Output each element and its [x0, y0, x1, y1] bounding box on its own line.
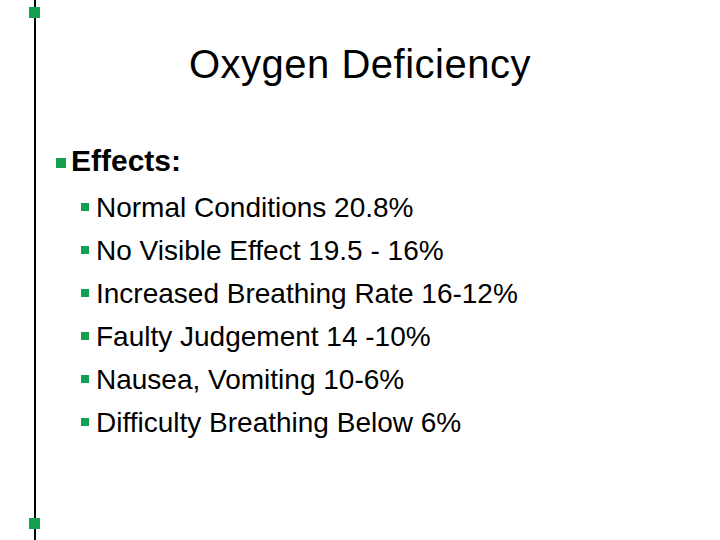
bullet-item: Normal Conditions 20.8% [81, 194, 414, 222]
bullet-item: No Visible Effect 19.5 - 16% [81, 237, 444, 265]
bullet-text: No Visible Effect 19.5 - 16% [96, 237, 444, 265]
bullet-item: Faulty Judgement 14 -10% [81, 323, 431, 351]
bullet-text: Difficulty Breathing Below 6% [96, 409, 461, 437]
square-bullet-icon [81, 289, 89, 297]
effects-heading-label: Effects: [71, 146, 181, 176]
bullet-text: Normal Conditions 20.8% [96, 194, 414, 222]
square-bullet-icon [56, 158, 66, 168]
square-bullet-icon [81, 418, 89, 426]
slide-title: Oxygen Deficiency [40, 44, 680, 84]
accent-square-top-icon [29, 7, 40, 18]
left-accent-line [34, 0, 36, 540]
square-bullet-icon [81, 375, 89, 383]
presentation-slide: Oxygen Deficiency Effects: Normal Condit… [0, 0, 720, 540]
bullet-item: Nausea, Vomiting 10-6% [81, 366, 404, 394]
bullet-item: Increased Breathing Rate 16-12% [81, 280, 518, 308]
square-bullet-icon [81, 246, 89, 254]
bullet-text: Nausea, Vomiting 10-6% [96, 366, 404, 394]
effects-heading-row: Effects: [56, 146, 181, 176]
square-bullet-icon [81, 203, 89, 211]
square-bullet-icon [81, 332, 89, 340]
bullet-item: Difficulty Breathing Below 6% [81, 409, 461, 437]
accent-square-bottom-icon [29, 518, 40, 529]
bullet-text: Faulty Judgement 14 -10% [96, 323, 431, 351]
bullet-text: Increased Breathing Rate 16-12% [96, 280, 518, 308]
